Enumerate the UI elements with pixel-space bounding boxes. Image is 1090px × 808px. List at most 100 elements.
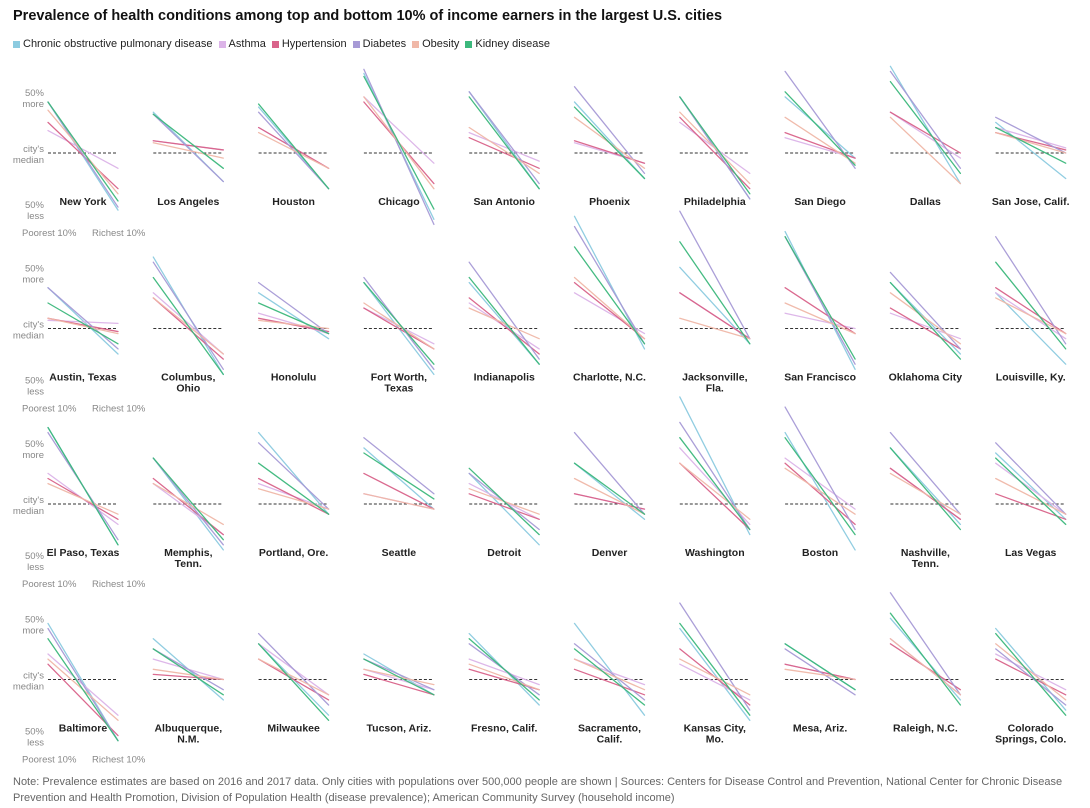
city-label: Memphis,	[164, 547, 213, 559]
series-line-kidney-disease	[363, 452, 435, 500]
series-line-kidney-disease	[468, 467, 540, 536]
series-line-kidney-disease	[257, 302, 330, 335]
city-panel: Seattle	[363, 437, 435, 559]
series-line-diabetes	[679, 602, 751, 711]
series-line-obesity	[468, 126, 540, 175]
series-line-asthma	[468, 658, 540, 686]
legend-label-copd: Chronic obstructive pulmonary disease	[23, 38, 213, 50]
city-panel: Oklahoma City	[889, 271, 963, 384]
city-label: Chicago	[378, 196, 419, 208]
city-label: Sacramento,	[578, 723, 641, 735]
series-line-kidney-disease	[889, 612, 962, 706]
city-label: Baltimore	[59, 723, 108, 735]
series-line-obesity	[995, 643, 1067, 701]
series-line-asthma	[995, 462, 1067, 515]
series-line-hypertension	[889, 307, 962, 350]
city-label: Detroit	[487, 547, 521, 559]
city-panel: Honolulu	[257, 281, 330, 384]
series-line-hypertension	[679, 292, 751, 340]
series-line-asthma	[47, 129, 119, 169]
city-label: Denver	[592, 547, 628, 559]
series-line-diabetes	[889, 70, 962, 169]
series-line-diabetes	[679, 210, 751, 340]
city-panel: Boston	[784, 406, 856, 559]
city-label: Kansas City,	[684, 723, 746, 735]
city-label: Springs, Colo.	[995, 734, 1066, 746]
series-line-kidney-disease	[889, 281, 962, 360]
series-line-asthma	[889, 312, 962, 340]
city-panel: Indianapolis	[468, 261, 540, 384]
x-axis-right-label: Richest 10%	[92, 404, 146, 415]
series-line-obesity	[679, 111, 751, 185]
y-axis-bottom-label: 50%	[25, 727, 45, 738]
city-panel: San Antonio	[468, 91, 540, 208]
city-label: Phoenix	[589, 196, 630, 208]
city-label: Jacksonville,	[682, 372, 747, 384]
city-panel: Raleigh, N.C.	[889, 592, 962, 735]
series-line-obesity	[679, 462, 751, 520]
y-axis-median-label: median	[13, 682, 44, 693]
legend-item-obesity: Obesity	[412, 38, 459, 50]
city-label: Milwaukee	[267, 723, 320, 735]
series-line-obesity	[784, 116, 856, 164]
city-label: Seattle	[382, 547, 417, 559]
series-line-obesity	[573, 658, 646, 691]
series-line-kidney-disease	[784, 91, 856, 166]
legend-item-kidney-disease: Kidney disease	[465, 38, 550, 50]
city-panel: Kansas City,Mo.	[679, 602, 751, 746]
series-line-obesity	[152, 482, 224, 526]
series-line-hypertension	[784, 287, 856, 335]
city-label: Honolulu	[271, 372, 317, 384]
series-line-hypertension	[889, 111, 962, 154]
y-axis-median-label: median	[13, 331, 44, 342]
city-label: Calif.	[597, 734, 623, 746]
series-line-kidney-disease	[257, 103, 330, 190]
series-line-obesity	[784, 467, 856, 515]
series-line-kidney-disease	[995, 457, 1067, 526]
y-axis-median-label: city's	[23, 671, 44, 682]
legend-swatch-hypertension	[271, 40, 279, 48]
series-line-hypertension	[573, 493, 646, 510]
series-line-obesity	[784, 302, 856, 335]
city-label: New York	[60, 196, 107, 208]
legend-label-hypertension: Hypertension	[281, 38, 347, 50]
city-label: San Antonio	[473, 196, 534, 208]
series-line-kidney-disease	[468, 96, 540, 190]
city-label: El Paso, Texas	[47, 547, 120, 559]
series-line-kidney-disease	[152, 276, 224, 376]
series-line-asthma	[363, 668, 435, 691]
series-line-obesity	[363, 493, 435, 510]
y-axis-median-label: city's	[23, 144, 44, 155]
x-axis-right-label: Richest 10%	[92, 579, 146, 590]
city-label: Boston	[802, 547, 838, 559]
city-label: Colorado	[1008, 723, 1054, 735]
city-label: Los Angeles	[157, 196, 219, 208]
city-panel: Portland, Ore.	[257, 431, 330, 559]
series-line-kidney-disease	[573, 462, 646, 515]
city-label: Oklahoma City	[889, 372, 963, 384]
legend-swatch-copd	[13, 40, 20, 48]
series-line-copd	[889, 65, 962, 185]
series-line-diabetes	[889, 592, 962, 696]
series-line-kidney-disease	[468, 276, 540, 365]
y-axis-bottom-label: less	[27, 738, 44, 749]
series-line-hypertension	[363, 307, 435, 350]
city-panel: El Paso, Texas	[47, 426, 120, 559]
series-line-obesity	[995, 297, 1067, 335]
series-line-copd	[573, 622, 646, 716]
series-line-kidney-disease	[784, 437, 856, 536]
series-line-obesity	[47, 482, 119, 515]
city-panel: Washington	[679, 396, 751, 559]
y-axis-bottom-label: less	[27, 387, 44, 398]
series-line-kidney-disease	[47, 101, 119, 202]
city-panel: Phoenix	[573, 86, 646, 208]
city-label: Dallas	[910, 196, 941, 208]
series-line-obesity	[889, 472, 962, 515]
city-label: Albuquerque,	[154, 723, 222, 735]
series-line-kidney-disease	[784, 643, 856, 691]
series-line-diabetes	[995, 116, 1067, 154]
series-line-kidney-disease	[995, 126, 1067, 164]
series-line-diabetes	[995, 442, 1067, 515]
series-line-kidney-disease	[995, 261, 1067, 350]
y-axis-bottom-label: 50%	[25, 376, 45, 387]
